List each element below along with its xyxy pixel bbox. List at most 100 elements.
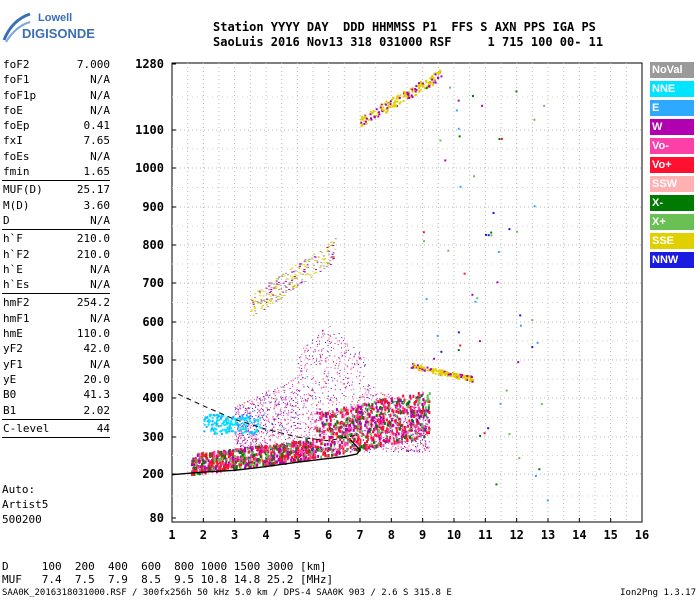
echo-point — [234, 462, 237, 466]
echo-point — [413, 414, 415, 416]
echo-point — [255, 458, 258, 462]
echo-point — [379, 443, 381, 445]
echo-point — [310, 414, 312, 416]
echo-point — [263, 419, 265, 421]
echo-point — [253, 449, 255, 451]
echo-point — [353, 393, 355, 395]
echo-point — [273, 391, 275, 393]
echo-point — [408, 436, 410, 438]
echo-point — [423, 415, 425, 417]
echo-point — [214, 428, 217, 431]
echo-point — [348, 438, 351, 442]
echo-point — [421, 392, 424, 396]
echo-point — [343, 406, 346, 410]
echo-point — [348, 416, 351, 420]
echo-point — [269, 430, 271, 432]
echo-point — [207, 418, 210, 421]
echo-point — [418, 410, 420, 412]
echo-point — [217, 464, 220, 468]
echo-point — [250, 298, 253, 300]
echo-point — [264, 464, 267, 468]
echo-point — [248, 465, 251, 469]
param-value: N/A — [90, 262, 110, 276]
echo-point — [273, 407, 275, 409]
echo-point — [433, 78, 436, 81]
legend-item-sse: SSE — [650, 233, 694, 249]
echo-point — [253, 441, 255, 443]
x-tick-label: 14 — [572, 528, 586, 542]
echo-point — [219, 463, 222, 467]
echo-point — [252, 423, 254, 425]
echo-point — [402, 429, 405, 433]
echo-point — [292, 417, 294, 419]
echo-point — [251, 460, 254, 464]
echo-point — [211, 416, 214, 419]
echo-point — [230, 458, 233, 462]
echo-point — [340, 347, 342, 349]
echo-point — [267, 409, 269, 411]
echo-point — [279, 429, 281, 431]
echo-point — [260, 306, 263, 308]
echo-point — [221, 457, 224, 461]
echo-point — [432, 372, 435, 375]
echo-point — [377, 429, 380, 433]
echo-point — [273, 391, 275, 393]
echo-point — [407, 450, 409, 452]
echo-point — [304, 377, 306, 379]
echo-point — [270, 456, 273, 460]
echo-point — [284, 280, 287, 282]
echo-point — [364, 423, 367, 427]
echo-point — [303, 400, 305, 402]
echo-point — [348, 359, 350, 361]
echo-point — [368, 397, 370, 399]
echo-point — [412, 416, 414, 418]
echo-point — [344, 364, 346, 366]
echo-point — [395, 447, 397, 449]
echo-point — [369, 449, 371, 451]
echo-point — [260, 446, 263, 450]
echo-point — [377, 434, 380, 438]
echo-point — [289, 396, 291, 398]
echo-point — [508, 228, 511, 231]
echo-point — [367, 410, 369, 412]
echo-point — [246, 446, 248, 448]
echo-point — [280, 297, 283, 299]
echo-point — [377, 421, 379, 423]
echo-point — [364, 430, 366, 432]
echo-point — [332, 244, 335, 246]
echo-point — [300, 370, 302, 372]
echo-point — [424, 449, 426, 451]
echo-point — [380, 426, 383, 430]
echo-point — [379, 106, 382, 109]
echo-point — [382, 404, 384, 406]
echo-point — [422, 444, 424, 446]
echo-point — [248, 424, 250, 426]
echo-point — [515, 90, 518, 93]
echo-point — [354, 418, 357, 422]
echo-point — [352, 428, 355, 432]
echo-point — [288, 412, 290, 414]
echo-point — [242, 416, 245, 419]
echo-point — [425, 443, 427, 445]
echo-point — [297, 426, 299, 428]
echo-point — [358, 397, 360, 399]
echo-point — [251, 415, 253, 417]
echo-point — [326, 447, 328, 449]
echo-point — [371, 405, 373, 407]
echo-point — [353, 448, 355, 450]
echo-point — [245, 424, 248, 427]
echo-point — [263, 300, 266, 302]
echo-point — [362, 416, 365, 420]
echo-point — [392, 105, 395, 108]
echo-point — [329, 419, 332, 423]
echo-point — [257, 290, 260, 292]
echo-point — [362, 394, 364, 396]
echo-point — [319, 408, 321, 410]
echo-point — [338, 357, 340, 358]
echo-point — [350, 422, 352, 424]
echo-point — [347, 442, 349, 444]
echo-point — [203, 430, 206, 433]
echo-point — [253, 432, 256, 435]
echo-point — [261, 458, 264, 462]
echo-point — [405, 441, 407, 443]
